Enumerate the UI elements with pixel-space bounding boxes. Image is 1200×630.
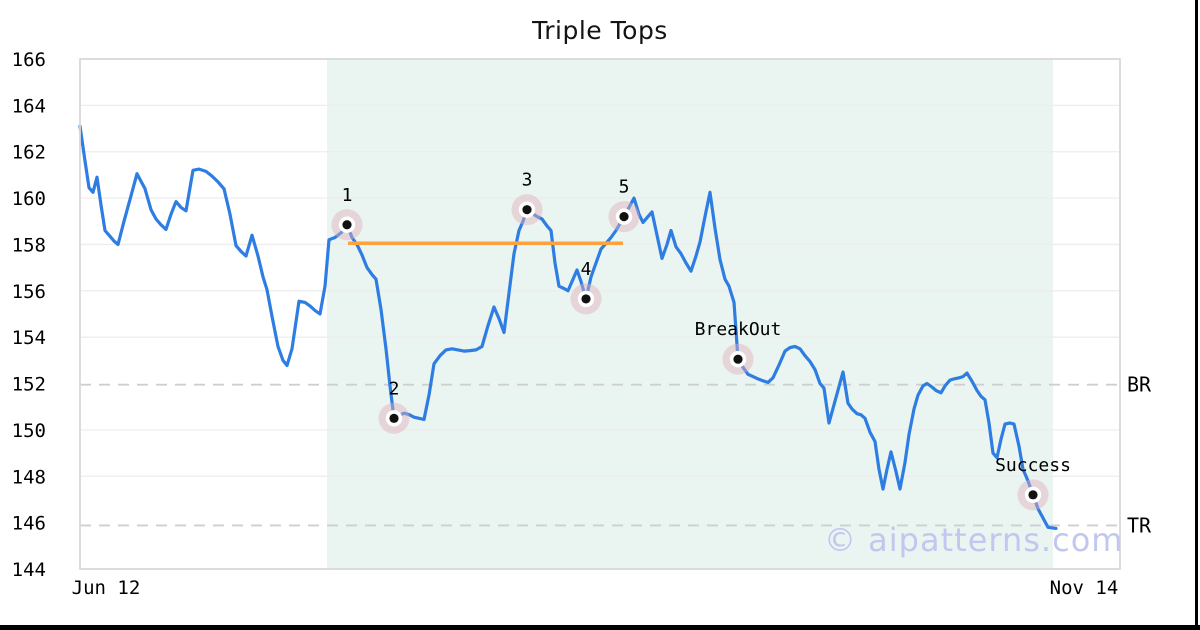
- plot-frame: [79, 58, 1121, 570]
- x-tick-label-1: Nov 14: [1050, 577, 1119, 599]
- y-tick-label-144: 144: [12, 559, 46, 581]
- image-border-bottom: [0, 625, 1200, 630]
- price-line: [78, 124, 1058, 531]
- y-tick-label-166: 166: [12, 49, 46, 71]
- x-tick-label-0: Jun 12: [72, 577, 141, 599]
- marker-dot-breakout: [733, 354, 743, 364]
- marker-dot-success: [1028, 490, 1038, 500]
- y-tick-label-158: 158: [12, 234, 46, 256]
- watermark: © aipatterns.com: [824, 521, 1124, 559]
- annotation-label-3: 3: [522, 170, 533, 191]
- y-tick-label-150: 150: [12, 420, 46, 442]
- y-tick-label-154: 154: [12, 327, 46, 349]
- y-tick-label-146: 146: [12, 513, 46, 535]
- annotation-label-breakout: BreakOut: [695, 319, 782, 340]
- y-tick-label-148: 148: [12, 466, 46, 488]
- annotation-label-4: 4: [581, 259, 592, 280]
- chart-title: Triple Tops: [532, 16, 668, 45]
- marker-dot-3: [522, 205, 532, 215]
- annotation-label-1: 1: [342, 185, 353, 206]
- pattern-shaded-region: [327, 59, 1053, 569]
- level-label-br: BR: [1127, 373, 1152, 397]
- y-tick-label-156: 156: [12, 281, 46, 303]
- image-border-right: [1195, 0, 1198, 630]
- marker-dot-1: [342, 220, 352, 230]
- y-tick-label-160: 160: [12, 188, 46, 210]
- y-tick-label-162: 162: [12, 142, 46, 164]
- y-tick-label-164: 164: [12, 95, 46, 117]
- y-tick-label-152: 152: [12, 374, 46, 396]
- marker-dot-4: [581, 294, 591, 304]
- marker-dot-2: [389, 413, 399, 423]
- annotation-label-2: 2: [389, 378, 400, 399]
- level-label-tr: TR: [1127, 513, 1152, 537]
- annotation-label-5: 5: [619, 177, 630, 198]
- annotation-label-success: Success: [995, 455, 1071, 476]
- marker-dot-5: [619, 212, 629, 222]
